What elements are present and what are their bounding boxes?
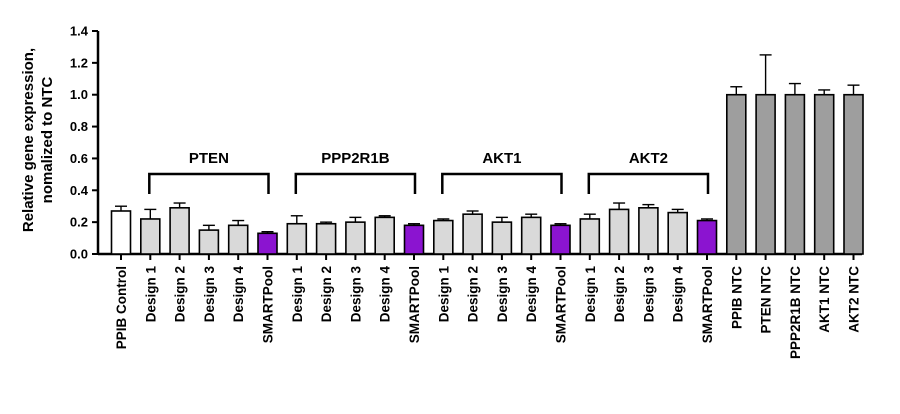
bar <box>784 93 806 255</box>
x-tick-label: Design 3 <box>641 266 656 323</box>
bar <box>345 221 366 255</box>
bar <box>286 222 308 255</box>
x-tick-label: Design 1 <box>143 266 158 323</box>
y-tick-label: 0.0 <box>70 247 88 262</box>
bar <box>257 232 278 255</box>
x-tick-label: AKT2 NTC <box>847 266 862 333</box>
x-tick-label: SMARTPool <box>700 266 715 343</box>
y-axis-label-line-1: Relative gene expression, <box>20 48 37 232</box>
y-tick-label: 0.6 <box>70 151 88 166</box>
bars <box>110 54 864 255</box>
x-tick-label: Design 4 <box>524 266 539 323</box>
x-tick-label: Design 2 <box>173 266 188 322</box>
y-axis-label: Relative gene expression, nomalized to N… <box>20 48 56 232</box>
bar <box>696 219 718 255</box>
group-bracket <box>148 172 270 194</box>
x-tick-label: SMARTPool <box>407 266 422 343</box>
x-tick-label: Design 2 <box>466 266 481 322</box>
bar <box>579 218 601 255</box>
bar <box>315 222 337 255</box>
y-tick-label: 1.0 <box>70 87 88 102</box>
bar <box>520 216 542 255</box>
x-tick-label: Design 4 <box>671 266 686 323</box>
group-bracket <box>294 172 417 194</box>
x-tick-label: PTEN NTC <box>759 266 774 334</box>
x-tick-label: SMARTPool <box>261 266 276 343</box>
bar <box>462 213 483 255</box>
group-bracket <box>587 172 710 194</box>
group-label: AKT2 <box>629 150 668 167</box>
bar <box>403 224 425 255</box>
bar <box>725 93 747 255</box>
x-tick-label: Design 1 <box>436 266 451 323</box>
y-tick-label: 1.4 <box>70 24 89 39</box>
x-tick-label: Design 1 <box>583 266 598 323</box>
bar <box>491 221 513 255</box>
bar <box>110 210 132 255</box>
x-tick-label: SMARTPool <box>554 266 569 343</box>
x-tick-label: AKT1 NTC <box>817 266 832 333</box>
x-tick-label: Design 2 <box>319 266 334 322</box>
x-tick-label: PPIB Control <box>114 266 129 349</box>
x-tick-label: PPP2R1B NTC <box>788 266 803 359</box>
x-tick-label: Design 3 <box>348 266 363 323</box>
bar <box>374 216 396 255</box>
x-tick-label: Design 2 <box>612 266 627 322</box>
group-label: PPP2R1B <box>321 150 390 167</box>
x-tick-label: Design 4 <box>378 266 393 323</box>
group-label: PTEN <box>189 150 229 167</box>
x-tick-label: Design 4 <box>231 266 246 323</box>
bar <box>432 219 454 255</box>
bar <box>198 229 220 255</box>
x-tick-label: Design 1 <box>290 266 305 323</box>
bar <box>843 93 864 255</box>
group-brackets: PTEN PPP2R1B AKT1 AKT2 <box>148 150 710 194</box>
x-tick-label: PPIB NTC <box>729 266 744 329</box>
bar <box>755 93 776 255</box>
x-tick-label: Design 3 <box>495 266 510 323</box>
bar <box>813 93 835 255</box>
group-label: AKT1 <box>482 150 521 167</box>
bar <box>608 208 630 255</box>
y-tick-label: 0.8 <box>70 119 88 134</box>
bar <box>227 224 249 255</box>
y-axis-label-line-2: nomalized to NTC <box>39 77 56 204</box>
y-tick-label: 0.4 <box>70 183 89 198</box>
group-bracket <box>441 172 563 194</box>
bar <box>169 207 190 255</box>
x-tick-label: Design 3 <box>202 266 217 323</box>
y-tick-label: 1.2 <box>70 55 88 70</box>
bar <box>140 218 161 255</box>
bar <box>667 211 689 255</box>
bar <box>638 207 659 255</box>
x-tick-labels: PPIB Control Design 1 Design 2 Design 3 Desi… <box>114 266 862 360</box>
y-tick-label: 0.2 <box>70 215 88 230</box>
bar <box>550 224 571 255</box>
